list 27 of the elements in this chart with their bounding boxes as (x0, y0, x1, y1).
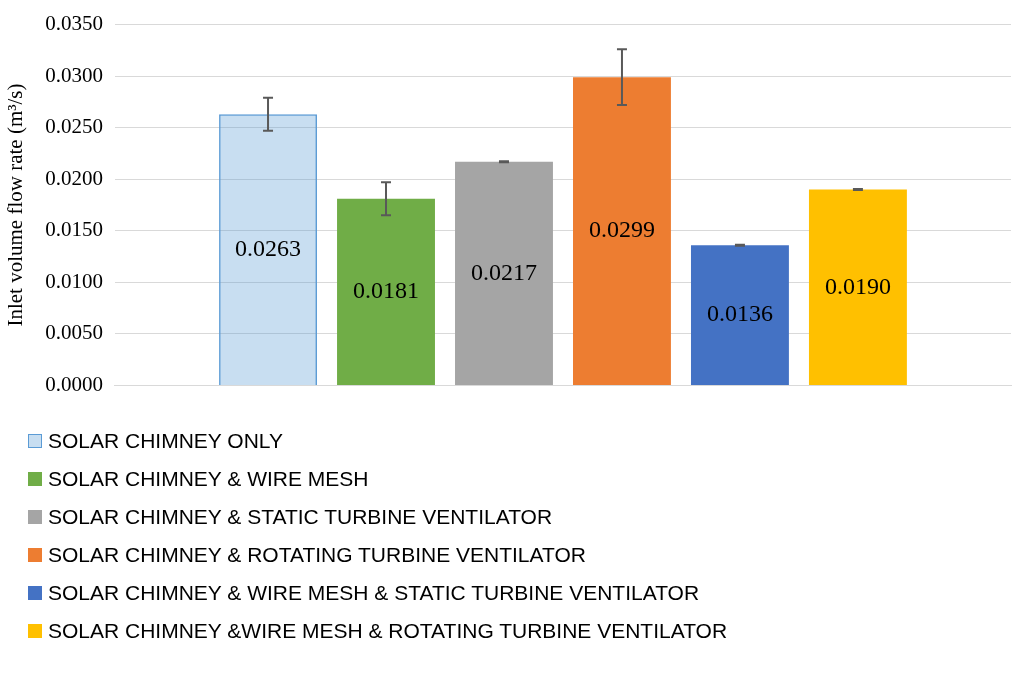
y-tick-label: 0.0150 (45, 217, 103, 242)
legend-label: SOLAR CHIMNEY & WIRE MESH & STATIC TURBINE VENTILATOR (48, 581, 700, 605)
y-tick-label: 0.0100 (45, 268, 103, 293)
legend-label: SOLAR CHIMNEY & WIRE MESH (48, 467, 369, 491)
data-label: 0.0217 (470, 258, 537, 285)
y-tick-label: 0.0200 (45, 165, 103, 190)
bar (337, 198, 435, 385)
bar (219, 114, 317, 385)
bar (690, 245, 789, 385)
data-label: 0.0190 (824, 272, 891, 299)
y-tick-label: 0.0000 (45, 371, 103, 396)
bar (455, 161, 553, 385)
data-label: 0.0263 (235, 234, 302, 261)
legend-label: SOLAR CHIMNEY & ROTATING TURBINE VENTILATOR (48, 543, 586, 567)
y-tick-label: 0.0350 (45, 11, 103, 36)
data-label: 0.0136 (706, 300, 773, 327)
legend-label: SOLAR CHIMNEY &WIRE MESH & ROTATING TURBINE VENTILATOR (48, 619, 728, 643)
data-label: 0.0299 (588, 216, 655, 243)
legend-label: SOLAR CHIMNEY ONLY (48, 429, 283, 453)
bar (573, 77, 671, 385)
y-tick-label: 0.0300 (45, 62, 103, 87)
bar (808, 189, 907, 385)
legend-label: SOLAR CHIMNEY & STATIC TURBINE VENTILATOR (48, 505, 553, 529)
data-label: 0.0181 (353, 277, 420, 304)
y-tick-label: 0.0250 (45, 114, 103, 139)
y-axis-title: Inlet volume flow rate (m³/s) (3, 83, 28, 327)
y-tick-label: 0.0050 (45, 320, 103, 345)
